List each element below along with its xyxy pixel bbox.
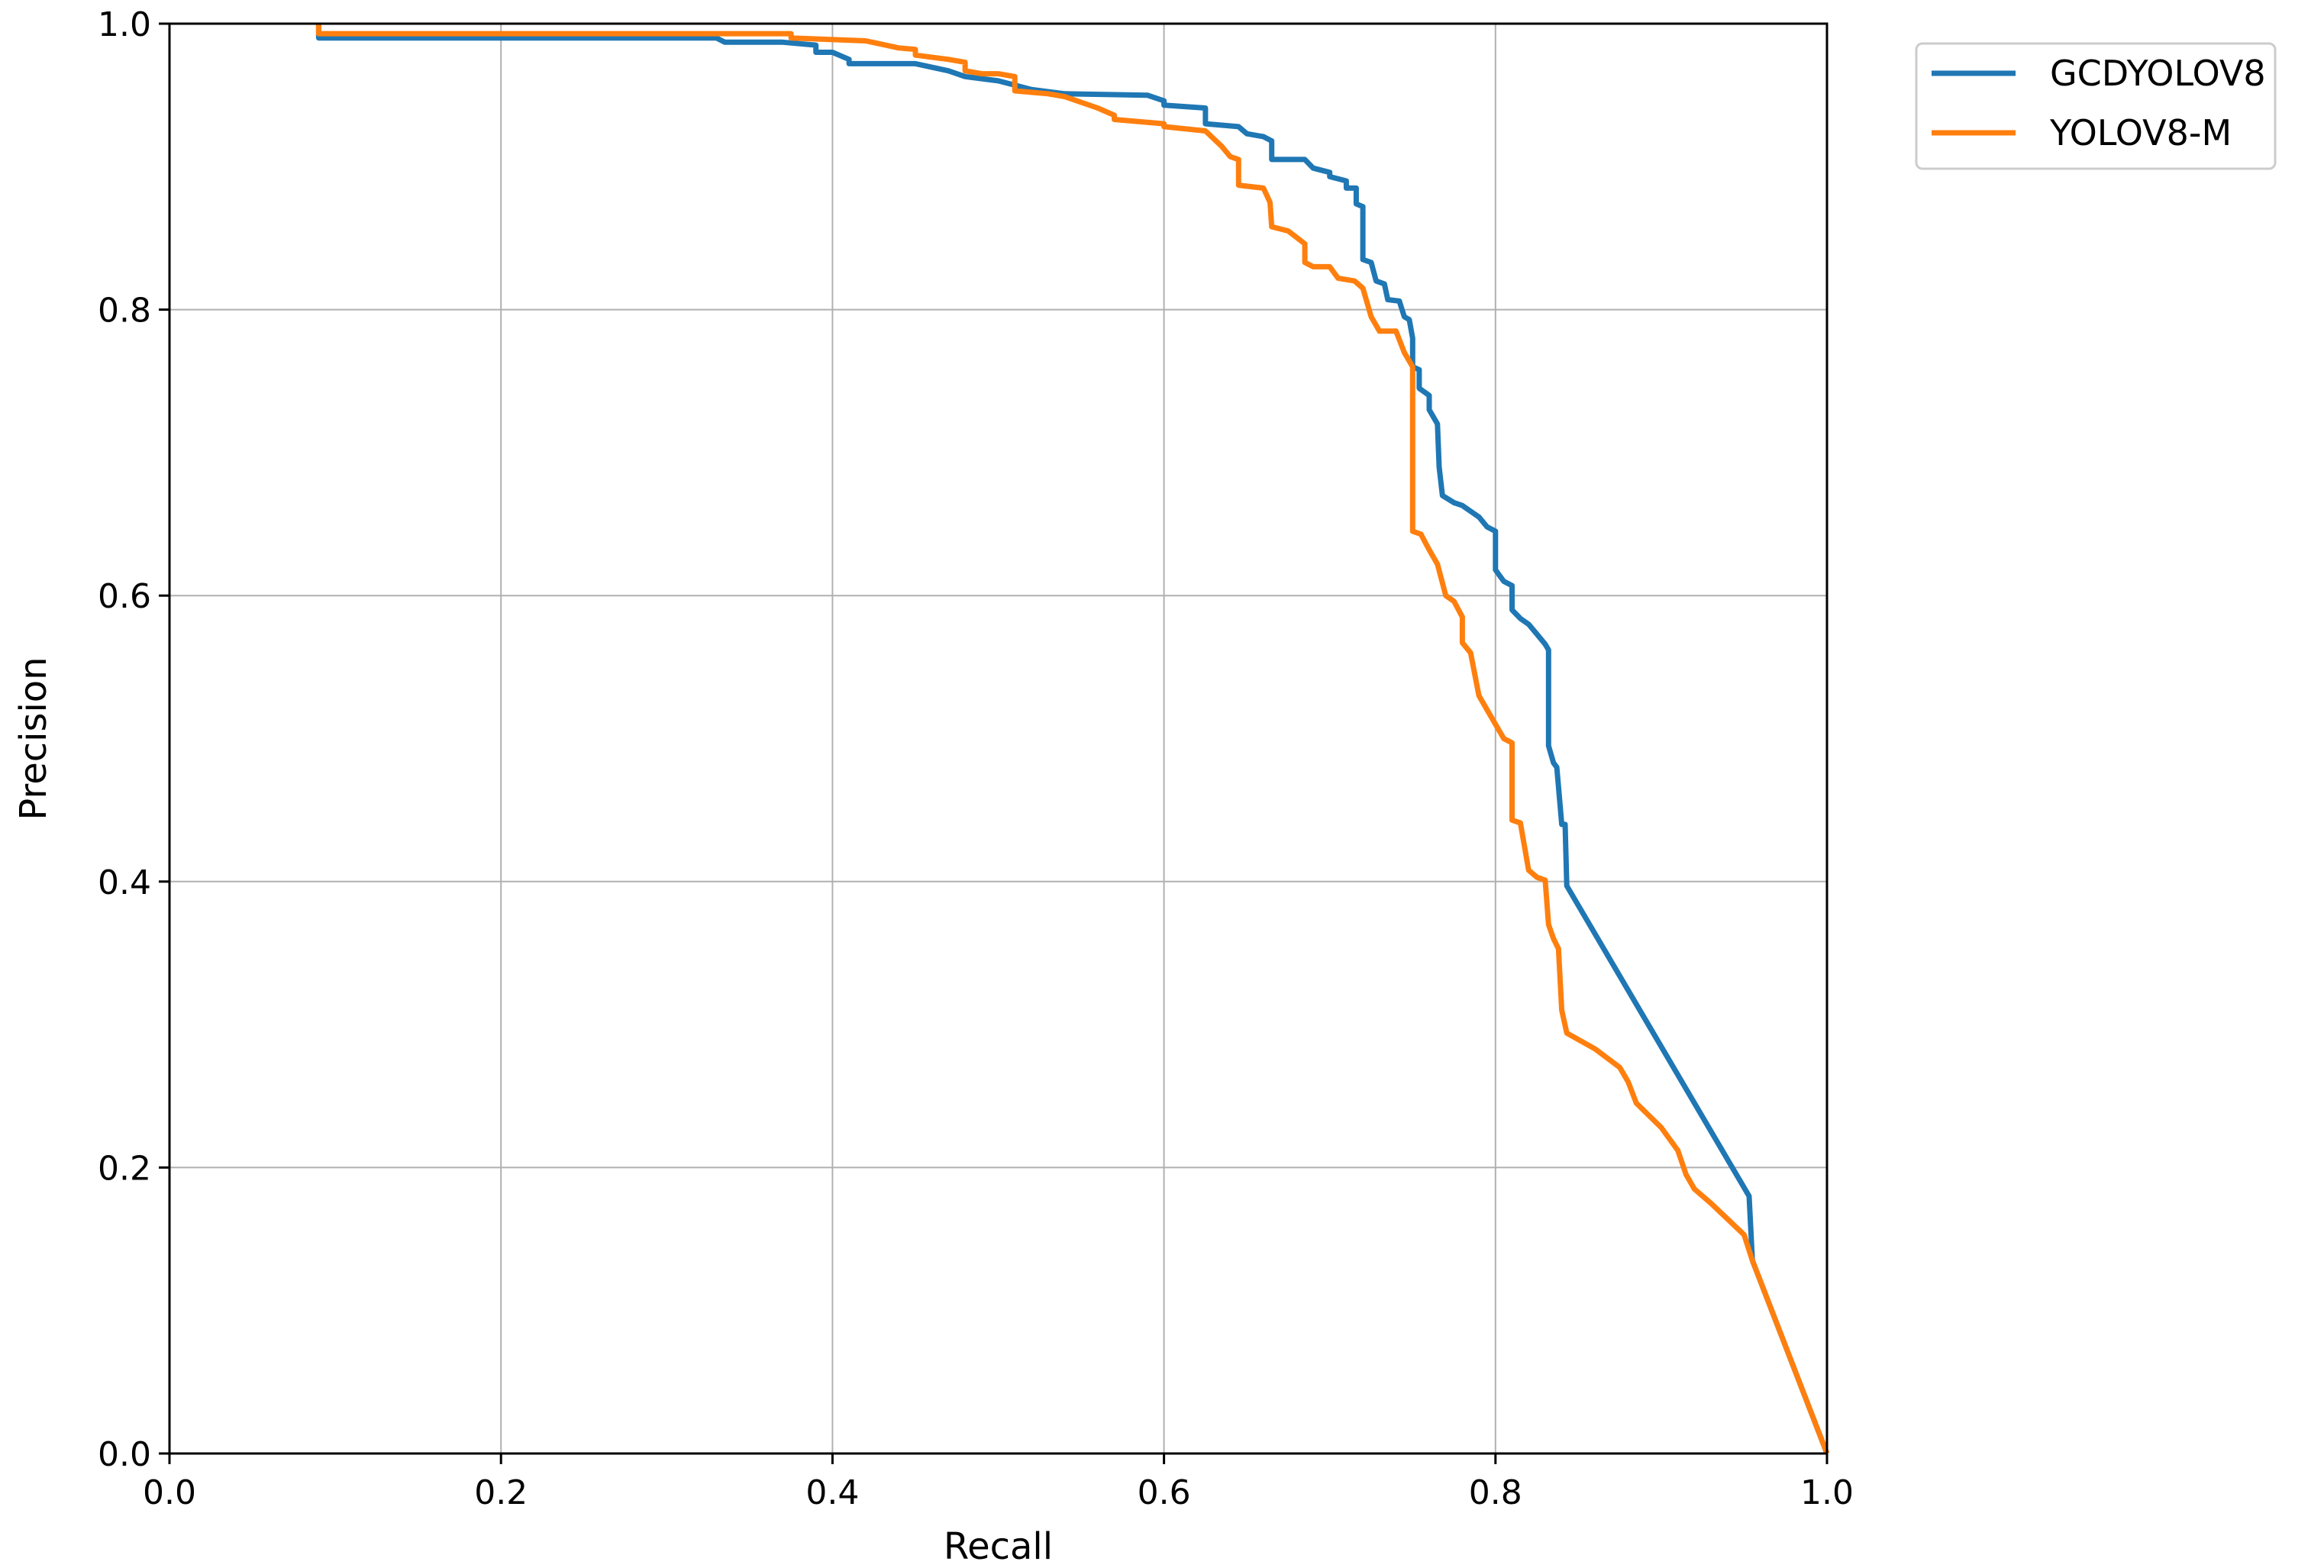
legend: GCDYOLOV8 YOLOV8-M	[1915, 42, 2277, 170]
x-axis-label: Recall	[944, 1525, 1053, 1568]
y-tick-label: 0.0	[98, 1435, 151, 1474]
series-line-yolov8-m	[315, 24, 1830, 1455]
x-tick-label: 0.6	[1138, 1473, 1191, 1512]
x-tick-label: 0.8	[1469, 1473, 1522, 1512]
axis-ticks: 0.0 0.2 0.4 0.6 0.8 1.0 0.0 0.2 0.4 0.6 0.8 1.0	[98, 5, 1854, 1512]
y-tick-label: 0.4	[98, 863, 151, 902]
x-tick-label: 1.0	[1800, 1473, 1854, 1512]
x-tick-label: 0.2	[474, 1473, 528, 1512]
legend-label-gcdyolov8: GCDYOLOV8	[2050, 53, 2266, 94]
x-tick-label: 0.0	[143, 1473, 196, 1512]
legend-label-yolov8-m: YOLOV8-M	[2049, 112, 2232, 153]
y-tick-label: 1.0	[98, 5, 151, 44]
y-tick-label: 0.8	[98, 292, 151, 331]
y-tick-label: 0.2	[98, 1149, 151, 1188]
series-line-gcdyolov8	[315, 24, 1830, 1455]
y-tick-label: 0.6	[98, 577, 151, 616]
series-lines	[315, 24, 1830, 1455]
x-tick-label: 0.4	[805, 1473, 859, 1512]
y-axis-label: Precision	[12, 657, 55, 820]
plot-frame	[168, 22, 1829, 1455]
